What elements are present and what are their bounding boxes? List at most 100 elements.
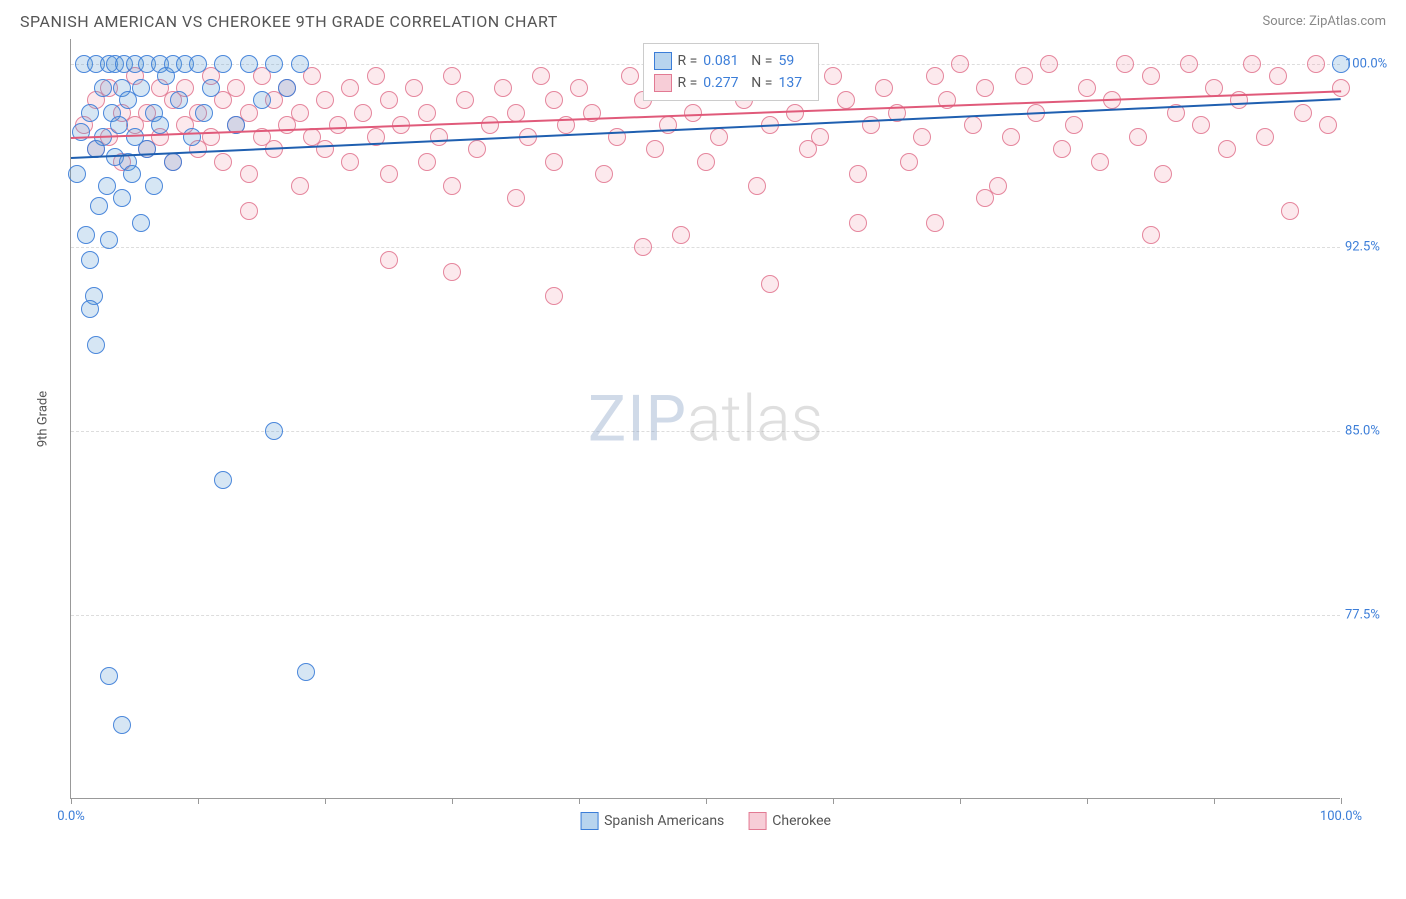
series-label: Spanish Americans bbox=[604, 813, 724, 829]
data-point bbox=[1091, 153, 1109, 171]
data-point bbox=[1281, 202, 1299, 220]
data-point bbox=[151, 116, 169, 134]
data-point bbox=[1332, 55, 1350, 73]
data-point bbox=[1319, 116, 1337, 134]
data-point bbox=[443, 177, 461, 195]
ytick-label: 100.0% bbox=[1345, 56, 1400, 71]
data-point bbox=[316, 140, 334, 158]
data-point bbox=[316, 91, 334, 109]
legend-swatch bbox=[654, 74, 672, 92]
data-point bbox=[164, 153, 182, 171]
data-point bbox=[1078, 79, 1096, 97]
data-point bbox=[468, 140, 486, 158]
n-label: N = bbox=[751, 72, 772, 94]
data-point bbox=[100, 231, 118, 249]
data-point bbox=[875, 79, 893, 97]
data-point bbox=[507, 104, 525, 122]
data-point bbox=[1192, 116, 1210, 134]
data-point bbox=[443, 263, 461, 281]
data-point bbox=[297, 663, 315, 681]
data-point bbox=[98, 177, 116, 195]
data-point bbox=[1053, 140, 1071, 158]
xtick bbox=[833, 798, 834, 804]
data-point bbox=[1294, 104, 1312, 122]
data-point bbox=[1129, 128, 1147, 146]
chart-title: SPANISH AMERICAN VS CHEROKEE 9TH GRADE C… bbox=[20, 12, 558, 31]
r-label: R = bbox=[678, 50, 698, 72]
data-point bbox=[913, 128, 931, 146]
data-point bbox=[926, 214, 944, 232]
data-point bbox=[183, 128, 201, 146]
data-point bbox=[1218, 140, 1236, 158]
xtick bbox=[452, 798, 453, 804]
data-point bbox=[81, 104, 99, 122]
xtick bbox=[706, 798, 707, 804]
data-point bbox=[443, 67, 461, 85]
data-point bbox=[595, 165, 613, 183]
data-point bbox=[100, 667, 118, 685]
xtick-label: 0.0% bbox=[57, 809, 85, 824]
data-point bbox=[132, 79, 150, 97]
data-point bbox=[1269, 67, 1287, 85]
data-point bbox=[189, 55, 207, 73]
data-point bbox=[1180, 55, 1198, 73]
n-value: 137 bbox=[778, 72, 808, 94]
data-point bbox=[1002, 128, 1020, 146]
data-point bbox=[862, 116, 880, 134]
data-point bbox=[170, 91, 188, 109]
data-point bbox=[214, 153, 232, 171]
xtick bbox=[71, 798, 72, 804]
data-point bbox=[94, 79, 112, 97]
data-point bbox=[380, 251, 398, 269]
data-point bbox=[837, 91, 855, 109]
data-point bbox=[291, 104, 309, 122]
gridline bbox=[71, 247, 1340, 248]
data-point bbox=[380, 91, 398, 109]
n-label: N = bbox=[751, 50, 772, 72]
data-point bbox=[195, 104, 213, 122]
data-point bbox=[761, 275, 779, 293]
data-point bbox=[132, 214, 150, 232]
data-point bbox=[532, 67, 550, 85]
data-point bbox=[68, 165, 86, 183]
data-point bbox=[621, 67, 639, 85]
data-point bbox=[113, 189, 131, 207]
data-point bbox=[748, 177, 766, 195]
legend-swatch bbox=[654, 52, 672, 70]
xtick bbox=[1341, 798, 1342, 804]
data-point bbox=[113, 716, 131, 734]
data-point bbox=[545, 91, 563, 109]
data-point bbox=[964, 116, 982, 134]
data-point bbox=[672, 226, 690, 244]
ytick-label: 77.5% bbox=[1345, 608, 1400, 623]
data-point bbox=[87, 336, 105, 354]
data-point bbox=[214, 55, 232, 73]
data-point bbox=[405, 79, 423, 97]
y-axis-label: 9th Grade bbox=[36, 390, 51, 446]
correlation-scatter-chart: 100.0%92.5%85.0%77.5%0.0%100.0%9th Grade… bbox=[20, 39, 1406, 899]
data-point bbox=[329, 116, 347, 134]
data-point bbox=[697, 153, 715, 171]
xtick bbox=[960, 798, 961, 804]
data-point bbox=[291, 177, 309, 195]
plot-area: 100.0%92.5%85.0%77.5%0.0%100.0%9th Grade… bbox=[70, 39, 1340, 799]
data-point bbox=[976, 189, 994, 207]
data-point bbox=[77, 226, 95, 244]
r-value: 0.277 bbox=[703, 72, 745, 94]
data-point bbox=[227, 79, 245, 97]
source-prefix: Source: bbox=[1262, 14, 1309, 29]
data-point bbox=[811, 128, 829, 146]
source-link[interactable]: ZipAtlas.com bbox=[1309, 14, 1386, 29]
data-point bbox=[507, 189, 525, 207]
data-point bbox=[145, 177, 163, 195]
n-value: 59 bbox=[778, 50, 808, 72]
data-point bbox=[545, 153, 563, 171]
data-point bbox=[976, 79, 994, 97]
data-point bbox=[253, 91, 271, 109]
data-point bbox=[824, 67, 842, 85]
legend-swatch bbox=[748, 812, 766, 830]
data-point bbox=[110, 116, 128, 134]
gridline bbox=[71, 615, 1340, 616]
stats-legend-row: R =0.081N =59 bbox=[654, 50, 809, 72]
data-point bbox=[240, 55, 258, 73]
